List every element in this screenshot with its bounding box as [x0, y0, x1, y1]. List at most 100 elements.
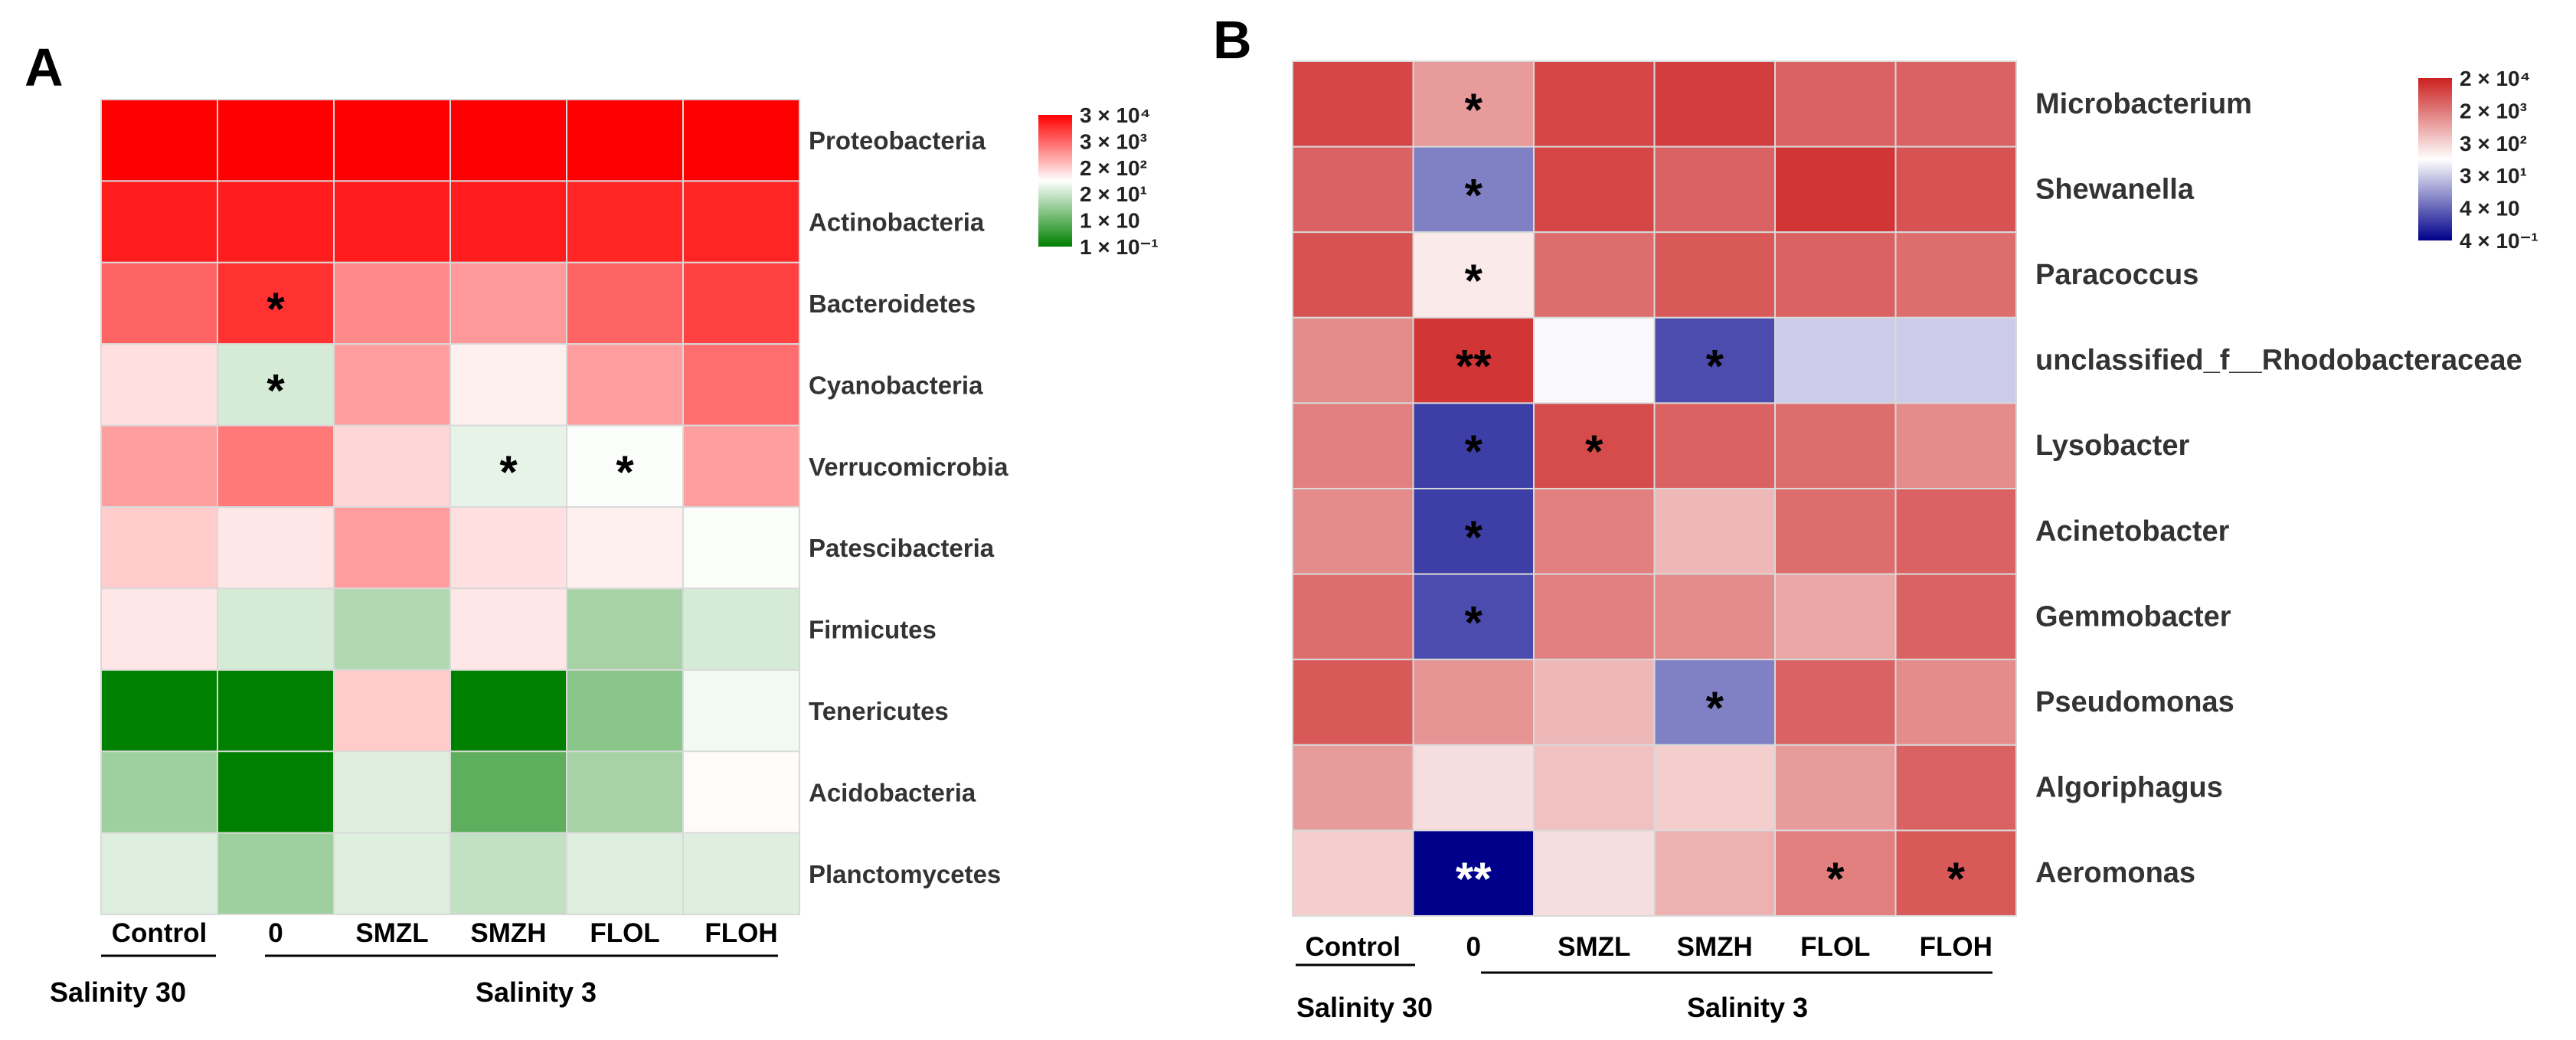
heatmap-a-cell [217, 343, 335, 427]
row-label: Proteobacteria [809, 126, 986, 155]
heatmap-a-cell [682, 261, 800, 345]
heatmap-b-cell [1533, 316, 1656, 404]
heatmap-a-cell [449, 343, 567, 427]
heatmap-b-cell [1653, 573, 1776, 661]
row-label: Acinetobacter [2035, 515, 2230, 548]
heatmap-a-cell [682, 587, 800, 671]
heatmap-b-cell [1533, 402, 1656, 490]
row-label: Planctomycetes [809, 860, 1001, 888]
heatmap-a-cell [217, 669, 335, 753]
row-label: Verrucomicrobia [809, 453, 1008, 481]
heatmap-a-cell [566, 832, 684, 915]
heatmap-a-cell [682, 832, 800, 915]
significance-star: * [1465, 597, 1483, 648]
legend-b: 2 × 10⁴ 2 × 10³ 3 × 10² 3 × 10¹ 4 × 10 4 × 10… [2418, 67, 2538, 253]
group-a-salinity30-label: Salinity 30 [50, 976, 186, 1008]
heatmap-a-cell [333, 180, 451, 263]
heatmap-b-cell [1653, 231, 1776, 319]
panel-b-label: B [1213, 10, 1252, 70]
column-label: FLOL [590, 918, 659, 948]
significance-star: * [1706, 341, 1724, 392]
heatmap-b-cell [1774, 744, 1897, 832]
heatmap-a-cell [682, 506, 800, 590]
heatmap-a-cell [333, 669, 451, 753]
heatmap-b-cell [1774, 829, 1897, 917]
heatmap-a-cell [217, 180, 335, 263]
heatmap-b-cell [1533, 61, 1656, 148]
heatmap-a-cell [333, 343, 451, 427]
column-label: SMZL [1558, 932, 1630, 962]
heatmap-b-cell [1292, 402, 1414, 490]
legend-tick-label: 2 × 10³ [2460, 99, 2527, 123]
column-label: SMZH [1677, 932, 1753, 962]
heatmap-b-cell [1533, 744, 1656, 832]
heatmap-b-cell [1292, 231, 1414, 319]
heatmap-a-cell [682, 180, 800, 263]
heatmap-a-cell [100, 751, 218, 834]
heatmap-b-cell [1894, 61, 2017, 148]
heatmap-b-cell [1894, 659, 2017, 746]
heatmap-b-cell [1653, 829, 1776, 917]
column-label: SMZH [470, 918, 546, 948]
panel-a-label: A [25, 38, 64, 97]
heatmap-a-cell [566, 99, 684, 182]
legend-b-colorbar [2418, 78, 2452, 240]
heatmap-b-cell [1533, 659, 1656, 746]
heatmap-a-cell [449, 180, 567, 263]
row-label: unclassified_f__Rhodobacteraceae [2035, 345, 2522, 377]
group-a-salinity3-label: Salinity 3 [476, 976, 597, 1008]
significance-star: * [1465, 255, 1483, 306]
heatmap-a-cell [333, 99, 451, 182]
heatmap-a-cell [217, 587, 335, 671]
heatmap-b-cell [1894, 231, 2017, 319]
heatmap-a-cell [100, 261, 218, 345]
heatmap-a-cell [100, 669, 218, 753]
heatmap-b-cell [1653, 402, 1776, 490]
heatmap-b-cell [1292, 316, 1414, 404]
heatmap-a-cell [217, 424, 335, 508]
heatmap-b-cell [1894, 744, 2017, 832]
heatmap-a-cells [100, 99, 800, 915]
heatmap-a-cell [449, 587, 567, 671]
significance-star: * [1947, 853, 1966, 904]
heatmap-b-cell [1653, 488, 1776, 575]
heatmap-a-cell [566, 587, 684, 671]
legend-tick-label: 3 × 10³ [1080, 129, 1147, 153]
row-label: Gemmobacter [2035, 600, 2231, 633]
column-label: SMZL [355, 918, 428, 948]
significance-star: ** [1456, 853, 1492, 904]
heatmap-a-cell [217, 99, 335, 182]
heatmap-a-cell [100, 99, 218, 182]
row-label: Microbacterium [2035, 88, 2252, 120]
heatmap-b-column-labels: Control 0 SMZL SMZH FLOL FLOH [1306, 932, 1992, 962]
heatmap-a-cell [566, 261, 684, 345]
heatmap-b-cell [1412, 402, 1535, 490]
heatmap-b-cell [1774, 402, 1897, 490]
heatmap-a-cell [100, 180, 218, 263]
heatmap-b-cell [1894, 488, 2017, 575]
heatmap-b-cell [1533, 573, 1656, 661]
heatmap-a-cell [449, 424, 567, 508]
row-label: Aeromonas [2035, 857, 2195, 889]
heatmap-b-cell [1533, 488, 1656, 575]
heatmap-b-cell [1774, 61, 1897, 148]
heatmap-b-cell [1533, 829, 1656, 917]
heatmap-b-row-labels: Microbacterium Shewanella Paracoccus unclas… [2035, 88, 2522, 889]
heatmap-b-cell [1412, 316, 1535, 404]
significance-star: * [1585, 426, 1603, 477]
heatmap-a-cell [566, 343, 684, 427]
heatmap-a-cell [100, 506, 218, 590]
heatmap-b-cell [1292, 61, 1414, 148]
row-label: Tenericutes [809, 697, 949, 725]
row-label: Shewanella [2035, 173, 2195, 205]
heatmap-b-cell [1653, 61, 1776, 148]
column-label: Control [112, 918, 207, 948]
legend-tick-label: 1 × 10 [1080, 209, 1140, 233]
heatmap-a-cell [217, 261, 335, 345]
group-b-salinity3-label: Salinity 3 [1687, 992, 1808, 1023]
legend-tick-label: 2 × 10⁴ [2460, 67, 2530, 90]
heatmap-b-cell [1653, 744, 1776, 832]
heatmap-a-cell [333, 832, 451, 915]
